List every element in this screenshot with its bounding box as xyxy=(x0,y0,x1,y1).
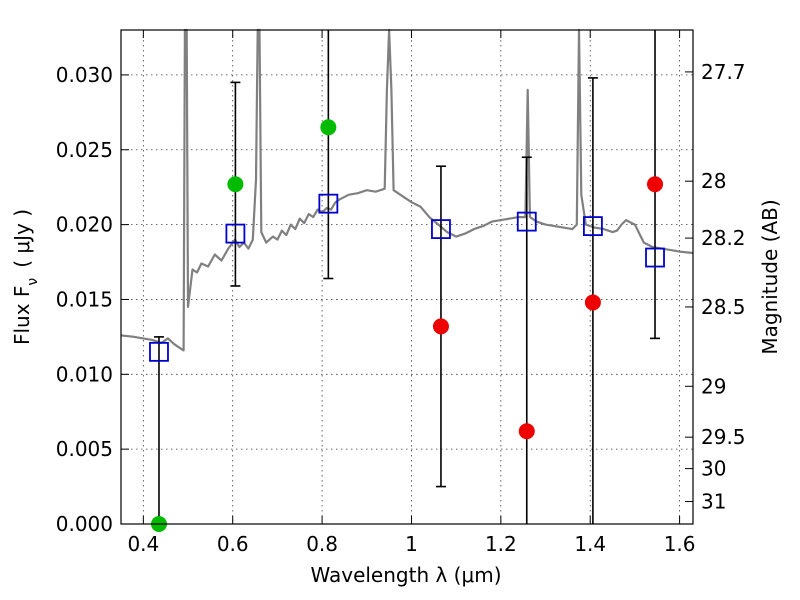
right-tick-label: 28 xyxy=(701,169,726,193)
model-point xyxy=(149,341,169,362)
x-tick-label: 1 xyxy=(405,532,418,556)
model-point xyxy=(583,216,603,237)
model-photometry xyxy=(149,193,665,362)
right-tick-label: 27.7 xyxy=(701,60,746,84)
svg-text:Flux Fν( μJy ): Flux Fν ( μJy ) xyxy=(10,209,41,345)
observed-point xyxy=(432,318,449,335)
grid-lines xyxy=(121,30,693,525)
x-tick-label: 1.2 xyxy=(485,532,517,556)
right-axis-title: Magnitude (AB) xyxy=(758,199,782,354)
y-tick-label: 0.020 xyxy=(56,213,113,237)
error-bars xyxy=(153,30,661,524)
model-point xyxy=(645,247,665,268)
observed-point xyxy=(647,176,664,193)
y-tick-label: 0.015 xyxy=(56,287,113,311)
model-point xyxy=(431,219,451,239)
y-axis-title-main: Flux F xyxy=(10,286,34,345)
x-tick-label: 0.6 xyxy=(217,532,249,556)
observed-photometry xyxy=(150,119,664,532)
observed-point xyxy=(227,176,244,193)
y-axis-title: Flux Fν ( μJy ) xyxy=(10,209,41,345)
x-axis-title: Wavelength λ (μm) xyxy=(310,563,501,587)
x-tick-label: 1.4 xyxy=(574,532,606,556)
y-axis-title-subscript: ν xyxy=(25,278,41,286)
plot-frame xyxy=(120,29,694,525)
right-axis-ticks: 27.7 28 28.2 28.5 29 29.5 30 31 xyxy=(685,60,746,514)
y-tick-label: 0.000 xyxy=(56,512,113,536)
y-axis-title-units: ( μJy ) xyxy=(10,209,34,268)
y-axis-ticks: 0.000 0.005 0.010 0.015 0.020 0.025 0.030 xyxy=(56,63,129,536)
right-tick-label: 28.2 xyxy=(701,226,746,250)
y-tick-label: 0.010 xyxy=(56,362,113,386)
x-tick-label: 1.6 xyxy=(664,532,696,556)
spectrum-line xyxy=(120,28,694,352)
model-point xyxy=(225,223,246,244)
model-point xyxy=(318,193,339,214)
x-axis-ticks: 0.4 0.6 0.8 1 1.2 1.4 1.6 xyxy=(127,30,696,556)
right-tick-label: 28.5 xyxy=(701,295,746,319)
right-tick-label: 31 xyxy=(701,490,726,514)
observed-point xyxy=(320,119,337,136)
right-tick-label: 30 xyxy=(701,457,726,481)
x-tick-label: 0.8 xyxy=(306,532,338,556)
right-tick-label: 29.5 xyxy=(701,425,746,449)
right-axis-title-group: Magnitude (AB) xyxy=(758,199,782,354)
model-point xyxy=(516,211,537,232)
y-tick-label: 0.030 xyxy=(56,63,113,87)
x-tick-label: 0.4 xyxy=(127,532,159,556)
observed-point xyxy=(518,423,535,440)
y-tick-label: 0.005 xyxy=(56,437,113,461)
right-tick-label: 29 xyxy=(701,374,726,398)
y-tick-label: 0.025 xyxy=(56,138,113,162)
observed-point xyxy=(584,294,601,311)
model-spectrum xyxy=(120,28,694,352)
